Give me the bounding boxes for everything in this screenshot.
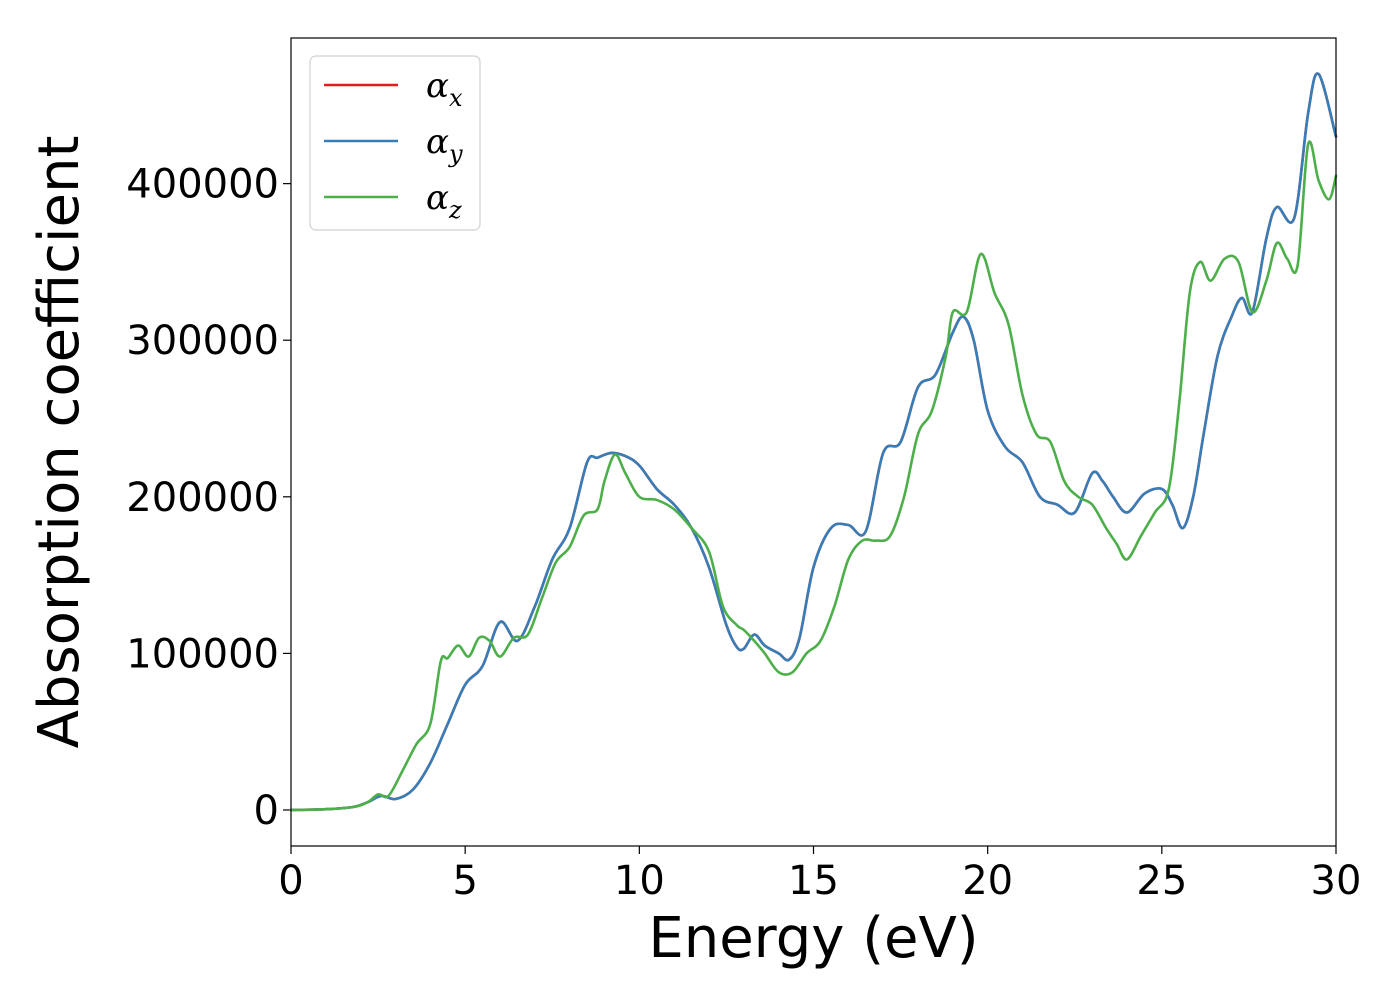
series-lines (289, 72, 1338, 812)
plot-frame (290, 37, 1337, 847)
x-tick-label: 10 (614, 858, 665, 904)
y-tick-label: 100000 (126, 631, 279, 677)
legend-label-y: αy (426, 122, 463, 168)
x-tick-label: 15 (788, 858, 839, 904)
y-axis-title: Absorption coefficient (27, 136, 92, 749)
x-tick-label: 0 (278, 858, 303, 904)
legend-label-x: αx (426, 66, 463, 112)
y-tick-label: 200000 (126, 475, 279, 521)
x-tick-label: 5 (452, 858, 477, 904)
x-tick-label: 30 (1311, 858, 1362, 904)
series-line-z (289, 140, 1338, 812)
y-axis-ticks: 0 100000 200000 300000 400000 (126, 162, 291, 834)
x-tick-label: 25 (1136, 858, 1187, 904)
y-tick-label: 400000 (126, 162, 279, 208)
legend-box (309, 55, 481, 231)
x-tick-label: 20 (962, 858, 1013, 904)
legend: αx αy αz (309, 55, 481, 231)
y-tick-label: 300000 (126, 318, 279, 364)
legend-label-z: αz (426, 178, 462, 224)
y-tick-label: 0 (254, 788, 279, 834)
x-axis-ticks: 0 5 10 15 20 25 30 (278, 846, 1361, 904)
x-axis-title: Energy (eV) (648, 906, 978, 971)
